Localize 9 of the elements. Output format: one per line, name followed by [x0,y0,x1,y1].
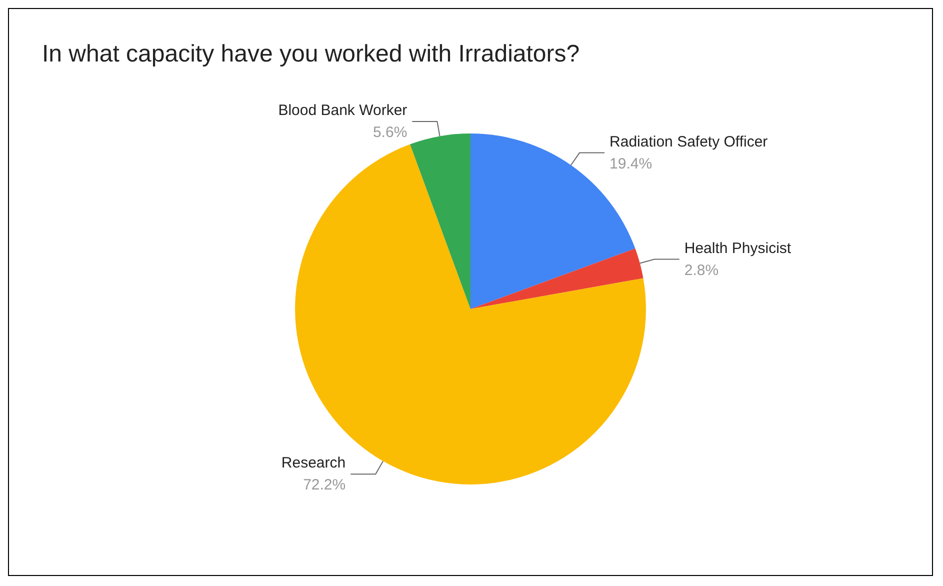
chart-title: In what capacity have you worked with Irradiators? [42,40,580,68]
data-label: 5.6% [372,124,408,141]
data-label: 72.2% [303,476,346,494]
slice-label: Research [281,454,346,472]
data-label: 19.4% [610,155,652,172]
slice-label: Blood Bank Worker [278,102,408,119]
slice-label: Health Physicist [684,240,792,257]
slice-label: Radiation Safety Officer [610,133,768,150]
data-label: 2.8% [684,262,719,279]
